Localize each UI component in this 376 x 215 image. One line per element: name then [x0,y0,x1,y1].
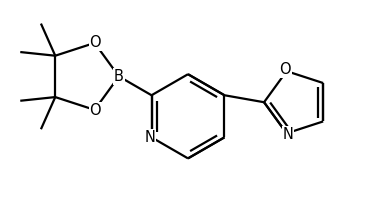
Text: O: O [89,35,101,50]
Text: N: N [282,127,293,142]
Text: B: B [114,69,124,84]
Text: O: O [280,62,291,77]
Text: N: N [145,130,155,145]
Text: O: O [89,103,101,118]
